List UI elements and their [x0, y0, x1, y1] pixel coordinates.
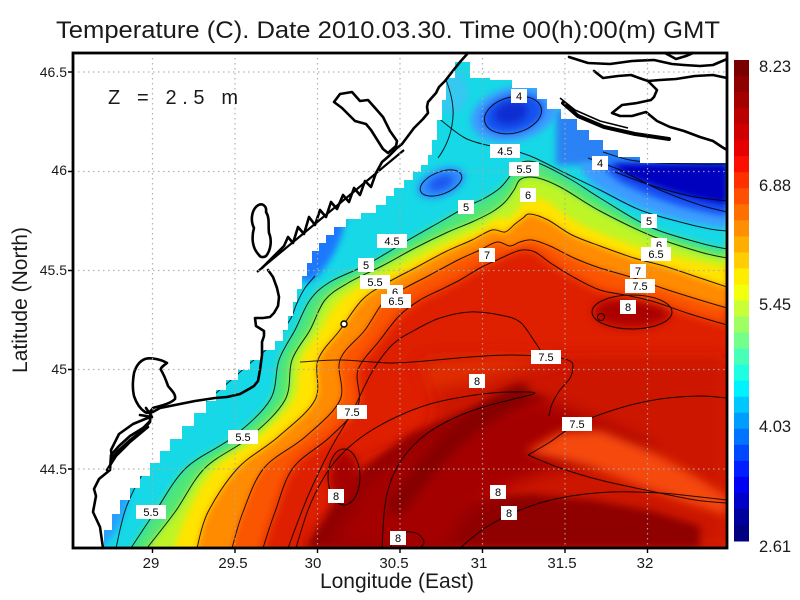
svg-text:7.5: 7.5: [632, 281, 647, 293]
svg-text:4.5: 4.5: [384, 236, 399, 248]
svg-text:7.5: 7.5: [344, 407, 359, 419]
svg-text:Longitude (East): Longitude (East): [320, 570, 474, 593]
svg-text:6: 6: [392, 287, 398, 299]
svg-text:6.88: 6.88: [759, 177, 791, 195]
svg-text:4.03: 4.03: [759, 418, 791, 436]
svg-text:5.5: 5.5: [143, 507, 158, 519]
svg-text:7.5: 7.5: [569, 419, 584, 431]
svg-text:44.5: 44.5: [40, 461, 67, 477]
svg-text:5.5: 5.5: [367, 277, 382, 289]
svg-text:29: 29: [143, 555, 160, 572]
svg-text:46.5: 46.5: [40, 64, 67, 80]
svg-text:5: 5: [463, 202, 469, 214]
svg-text:4: 4: [516, 91, 522, 103]
svg-text:8: 8: [506, 508, 512, 520]
svg-text:8: 8: [333, 491, 339, 503]
svg-text:7: 7: [635, 266, 641, 278]
svg-text:6.5: 6.5: [648, 249, 663, 261]
svg-text:7.5: 7.5: [538, 352, 553, 364]
svg-text:5: 5: [363, 260, 369, 272]
svg-text:45.5: 45.5: [40, 262, 67, 278]
svg-text:5.45: 5.45: [759, 296, 791, 314]
svg-text:5: 5: [646, 216, 652, 228]
svg-text:5.5: 5.5: [235, 432, 250, 444]
svg-text:4.5: 4.5: [497, 146, 512, 158]
svg-text:8: 8: [474, 376, 480, 388]
svg-text:31: 31: [471, 555, 488, 572]
svg-text:6: 6: [525, 190, 531, 202]
svg-text:6.5: 6.5: [388, 296, 403, 308]
svg-text:7: 7: [484, 250, 490, 262]
svg-text:5.5: 5.5: [516, 164, 531, 176]
svg-text:30: 30: [305, 555, 322, 572]
svg-text:Temperature (C). Date 2010.03.: Temperature (C). Date 2010.03.30. Time 0…: [56, 17, 720, 44]
svg-text:6: 6: [656, 240, 662, 252]
svg-text:8: 8: [395, 533, 401, 545]
svg-text:Z = 2.5 m: Z = 2.5 m: [108, 87, 238, 109]
svg-text:8: 8: [495, 487, 501, 499]
svg-text:8: 8: [625, 302, 631, 314]
svg-text:46: 46: [51, 162, 67, 178]
svg-text:32: 32: [637, 555, 654, 572]
svg-text:30.5: 30.5: [379, 555, 408, 572]
svg-text:31.5: 31.5: [547, 555, 576, 572]
svg-text:8.23: 8.23: [759, 58, 791, 76]
svg-text:Latitude (North): Latitude (North): [9, 227, 32, 373]
svg-text:4: 4: [597, 158, 603, 170]
svg-text:45: 45: [51, 361, 67, 377]
svg-text:2.61: 2.61: [759, 538, 791, 556]
svg-text:29.5: 29.5: [218, 555, 247, 572]
